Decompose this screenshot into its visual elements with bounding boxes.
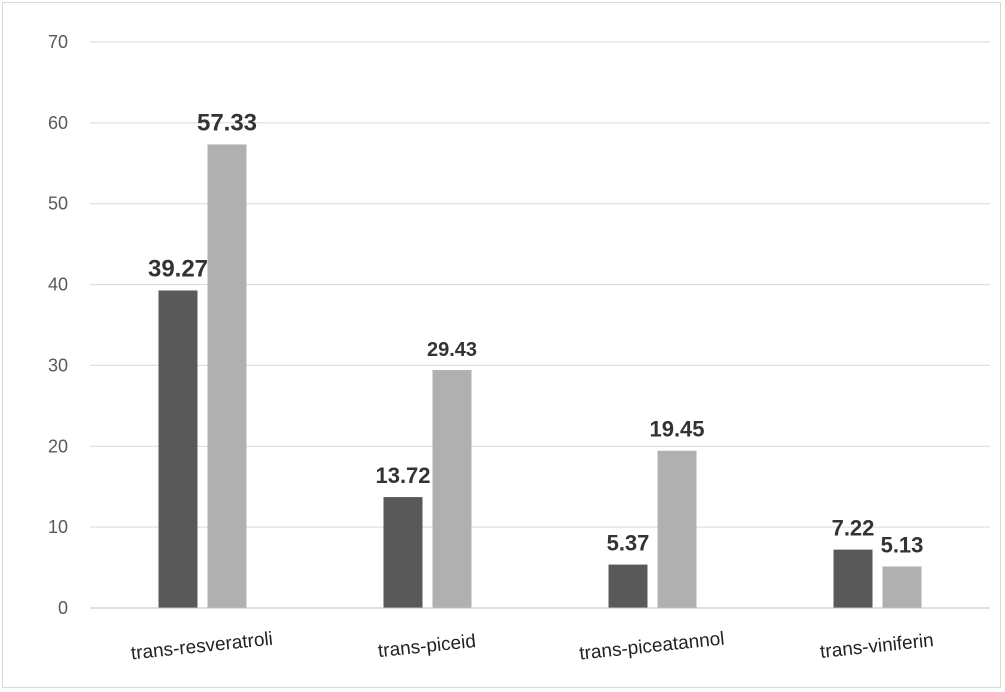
y-tick-label: 40 [48,275,68,295]
data-label: 19.45 [649,417,704,442]
data-label: 7.22 [832,516,875,541]
x-axis-categories: trans-resveratroli trans-piceid trans-pice… [130,628,935,664]
y-tick-label: 50 [48,194,68,214]
bar-trans-piceatannol-series2 [657,450,697,608]
data-labels: 39.27 57.33 13.72 29.43 5.37 19.45 7.225.13 [148,109,923,557]
bar-trans-resveratroli-series2 [207,144,247,609]
y-tick-label: 60 [48,113,68,133]
data-label: 5.37 [607,531,650,556]
data-label: 13.72 [375,463,430,488]
data-label: 29.43 [427,339,477,361]
y-tick-label: 10 [48,517,68,537]
category-label: trans-resveratroli [130,629,274,665]
bars [158,144,922,609]
category-label: trans-piceid [377,631,477,662]
y-axis-ticks: 0 10 20 30 40 50 60 70 [48,32,68,618]
y-tick-label: 70 [48,32,68,52]
category-label: trans-piceatannol [578,628,725,664]
y-tick-label: 20 [48,436,68,456]
y-tick-label: 0 [58,598,68,618]
bar-trans-piceid-series1 [383,497,423,608]
bar-trans-viniferin-series2 [882,566,922,608]
data-label: 39.27 [148,255,208,282]
data-label: 57.33 [197,109,257,136]
category-label: trans-viniferin [819,630,935,663]
y-tick-label: 30 [48,355,68,375]
bar-trans-piceid-series2 [432,370,472,608]
bar-trans-viniferin-series1 [833,549,873,608]
bar-trans-piceatannol-series1 [608,564,648,608]
bar-trans-resveratroli-series1 [158,290,198,608]
data-label: 5.13 [881,533,924,558]
